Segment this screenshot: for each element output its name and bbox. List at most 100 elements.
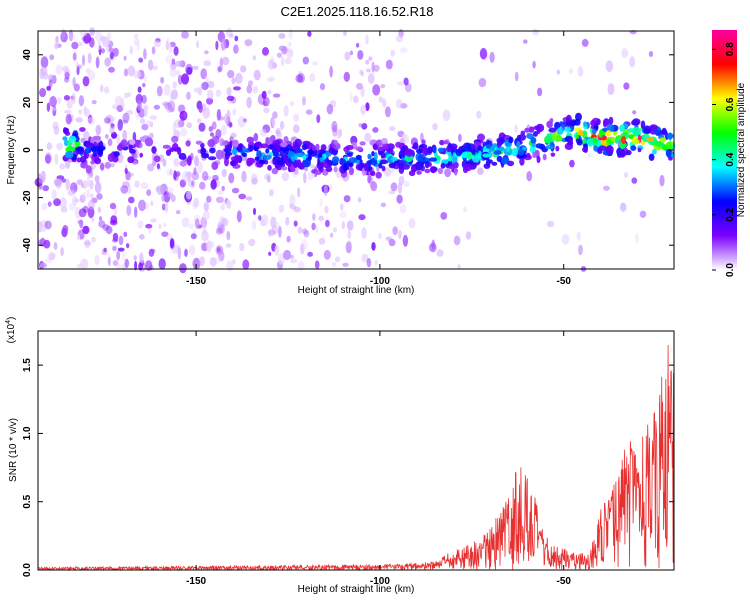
spectrogram-ridge-blob (286, 144, 293, 151)
spectrogram-noise-blob (66, 99, 73, 109)
spectrogram-ridge-blob (371, 151, 375, 157)
spectrogram-ridge-blob (165, 149, 172, 157)
spectrogram-noise-blob (389, 126, 396, 132)
spectrogram-noise-blob (252, 85, 258, 94)
spectrogram-noise-blob (215, 89, 222, 97)
spectrogram-noise-blob (152, 65, 158, 71)
spectrogram-ridge-blob (200, 146, 206, 156)
spectrogram-noise-blob (170, 62, 177, 71)
spectrogram-noise-blob (220, 38, 226, 51)
snr-x-tick-label: -50 (556, 576, 571, 587)
spectrogram-noise-blob (190, 233, 197, 240)
snr-y-label: SNR (10 * v/v) (8, 418, 19, 482)
spectrogram-ridge-blob (582, 146, 588, 153)
spectrogram-noise-blob (53, 125, 60, 135)
spectrogram-noise-blob (639, 210, 647, 218)
spectrogram-ridge-blob (281, 166, 288, 171)
spectrogram-noise-blob (138, 57, 144, 63)
spectrogram-noise-blob (76, 263, 84, 269)
spectrogram-noise-blob (216, 109, 222, 121)
spectrogram-ridge-blob (545, 144, 554, 150)
spectrogram-ridge-blob (129, 139, 136, 145)
spectrogram-noise-blob (183, 111, 188, 119)
spectrogram-noise-blob (142, 83, 146, 88)
spectrogram-ridge-blob (258, 159, 266, 165)
spectrogram-noise-blob (86, 188, 91, 199)
spectrogram-noise-blob (365, 102, 370, 112)
spectrogram-noise-blob (659, 174, 665, 187)
spectrogram-ridge-blob (665, 141, 673, 150)
spectrogram-noise-blob (225, 243, 232, 248)
spectrogram-noise-blob (89, 193, 94, 199)
spectrogram-ridge-blob (153, 155, 161, 163)
spectrogram-noise-blob (206, 77, 209, 88)
spectrogram-noise-blob (235, 72, 243, 84)
spectrogram-noise-blob (218, 223, 225, 234)
spectrogram-noise-blob (48, 252, 56, 260)
spectrogram-noise-blob (151, 46, 156, 55)
spectrogram-noise-blob (98, 216, 103, 221)
spectrogram-noise-blob (89, 179, 94, 190)
spectrogram-noise-blob (293, 206, 301, 213)
spectrogram-noise-blob (399, 204, 407, 214)
spectrogram-noise-blob (203, 175, 212, 180)
spectrogram-noise-blob (457, 264, 461, 270)
spectrogram-noise-blob (253, 207, 256, 216)
spectrogram-noise-blob (274, 221, 281, 227)
spectrogram-noise-blob (297, 72, 306, 84)
spectrogram-ridge-blob (316, 161, 324, 170)
spectrogram-noise-blob (372, 126, 379, 133)
spectrogram-noise-blob (280, 56, 285, 67)
spectrogram-ridge-blob (621, 136, 627, 145)
spectrogram-ridge-blob (493, 150, 502, 155)
spectrogram-noise-blob (408, 218, 416, 229)
spectrogram-noise-blob (137, 220, 144, 229)
spectrogram-ridge-blob (80, 155, 86, 163)
spectrogram-noise-blob (226, 27, 233, 38)
spectrogram-noise-blob (307, 31, 312, 37)
spectrogram-ridge-blob (290, 165, 295, 172)
spectrogram-ridge-blob (260, 143, 269, 149)
spectrogram-ridge-blob (648, 153, 655, 161)
spectrogram-ridge-blob (248, 144, 254, 152)
spectrogram-noise-blob (587, 153, 592, 158)
spectrogram-ridge-blob (417, 154, 426, 163)
spectrogram-noise-blob (288, 41, 292, 48)
spectrogram-noise-blob (569, 68, 573, 75)
spectrogram-ridge-blob (453, 167, 458, 176)
spectrogram-noise-blob (72, 52, 77, 61)
spectrogram-noise-blob (356, 82, 363, 90)
spectrogram-noise-blob (103, 247, 107, 253)
spectrogram-ridge-blob (428, 157, 438, 162)
spectrogram-noise-blob (331, 261, 337, 268)
spectrogram-noise-blob (150, 218, 157, 223)
spectrogram-ridge-blob (231, 140, 239, 148)
spectrogram-noise-blob (386, 236, 391, 242)
spectrogram-ridge-blob (401, 151, 405, 158)
spectrogram-noise-blob (349, 50, 354, 56)
spectrogram-noise-blob (378, 232, 382, 240)
spectrogram-noise-blob (209, 256, 217, 267)
spectrogram-noise-blob (116, 263, 122, 269)
spectrogram-ridge-blob (172, 143, 179, 152)
spectrogram-ridge-blob (287, 150, 292, 158)
spectrogram-noise-blob (143, 48, 147, 60)
spectrogram-noise-blob (191, 65, 199, 70)
spectrogram-ridge-blob (132, 160, 138, 165)
spectrogram-noise-blob (302, 228, 308, 235)
spectrogram-noise-blob (73, 83, 80, 92)
spectrogram-noise-blob (117, 247, 125, 252)
spectrogram-noise-blob (203, 60, 212, 67)
spectrogram-noise-blob (94, 255, 100, 266)
spectrogram-ridge-blob (652, 148, 657, 155)
spectrogram-noise-blob (39, 262, 47, 268)
spectrogram-ridge-blob (643, 125, 652, 135)
spectrogram-noise-blob (127, 92, 132, 97)
spectrogram-noise-blob (126, 243, 130, 249)
spectrogram-noise-blob (253, 69, 261, 81)
spectrogram-ridge-blob (421, 147, 428, 155)
spectrogram-noise-blob (318, 237, 326, 245)
snr-frame (37, 330, 675, 571)
spectrogram-noise-blob (226, 95, 235, 102)
spectrogram-ridge-blob (640, 120, 646, 129)
